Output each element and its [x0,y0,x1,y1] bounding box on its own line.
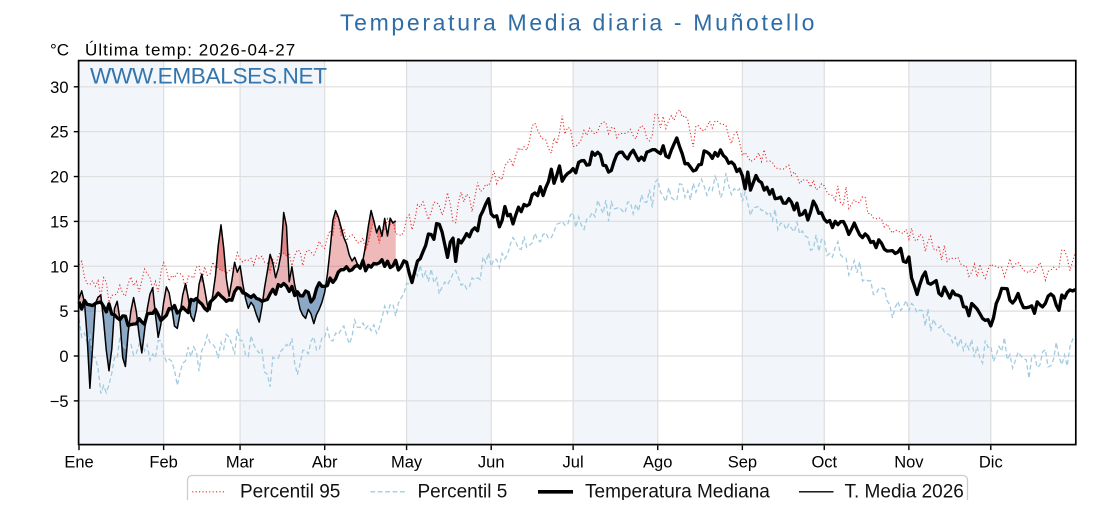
svg-text:Temperatura Mediana: Temperatura Mediana [585,482,770,500]
svg-text:Jun: Jun [478,454,505,472]
svg-text:10: 10 [50,258,68,276]
svg-text:Ene: Ene [64,454,93,472]
svg-text:0: 0 [59,348,68,366]
svg-text:Ago: Ago [643,454,672,472]
svg-text:Feb: Feb [149,454,177,472]
svg-text:Percentil 5: Percentil 5 [418,482,508,500]
svg-text:Mar: Mar [226,454,255,472]
svg-text:T. Media 2026: T. Media 2026 [845,482,964,500]
svg-text:WWW.EMBALSES.NET: WWW.EMBALSES.NET [90,64,327,89]
svg-text:Nov: Nov [894,454,924,472]
svg-text:15: 15 [50,213,68,231]
svg-text:Jul: Jul [563,454,584,472]
svg-text:May: May [391,454,423,472]
svg-text:Percentil 95: Percentil 95 [240,482,340,500]
svg-text:Sep: Sep [728,454,757,472]
svg-text:30: 30 [50,79,68,97]
svg-text:Temperatura Media diaria - Muñ: Temperatura Media diaria - Muñotello [340,10,817,36]
svg-text:25: 25 [50,124,68,142]
svg-text:20: 20 [50,169,68,187]
svg-text:−5: −5 [50,393,69,411]
svg-text:5: 5 [59,303,68,321]
svg-text:Oct: Oct [811,454,837,472]
svg-text:Abr: Abr [312,454,338,472]
svg-text:Última temp: 2026-04-27: Última temp: 2026-04-27 [85,41,296,60]
svg-text:°C: °C [50,41,69,60]
svg-text:Dic: Dic [979,454,1003,472]
